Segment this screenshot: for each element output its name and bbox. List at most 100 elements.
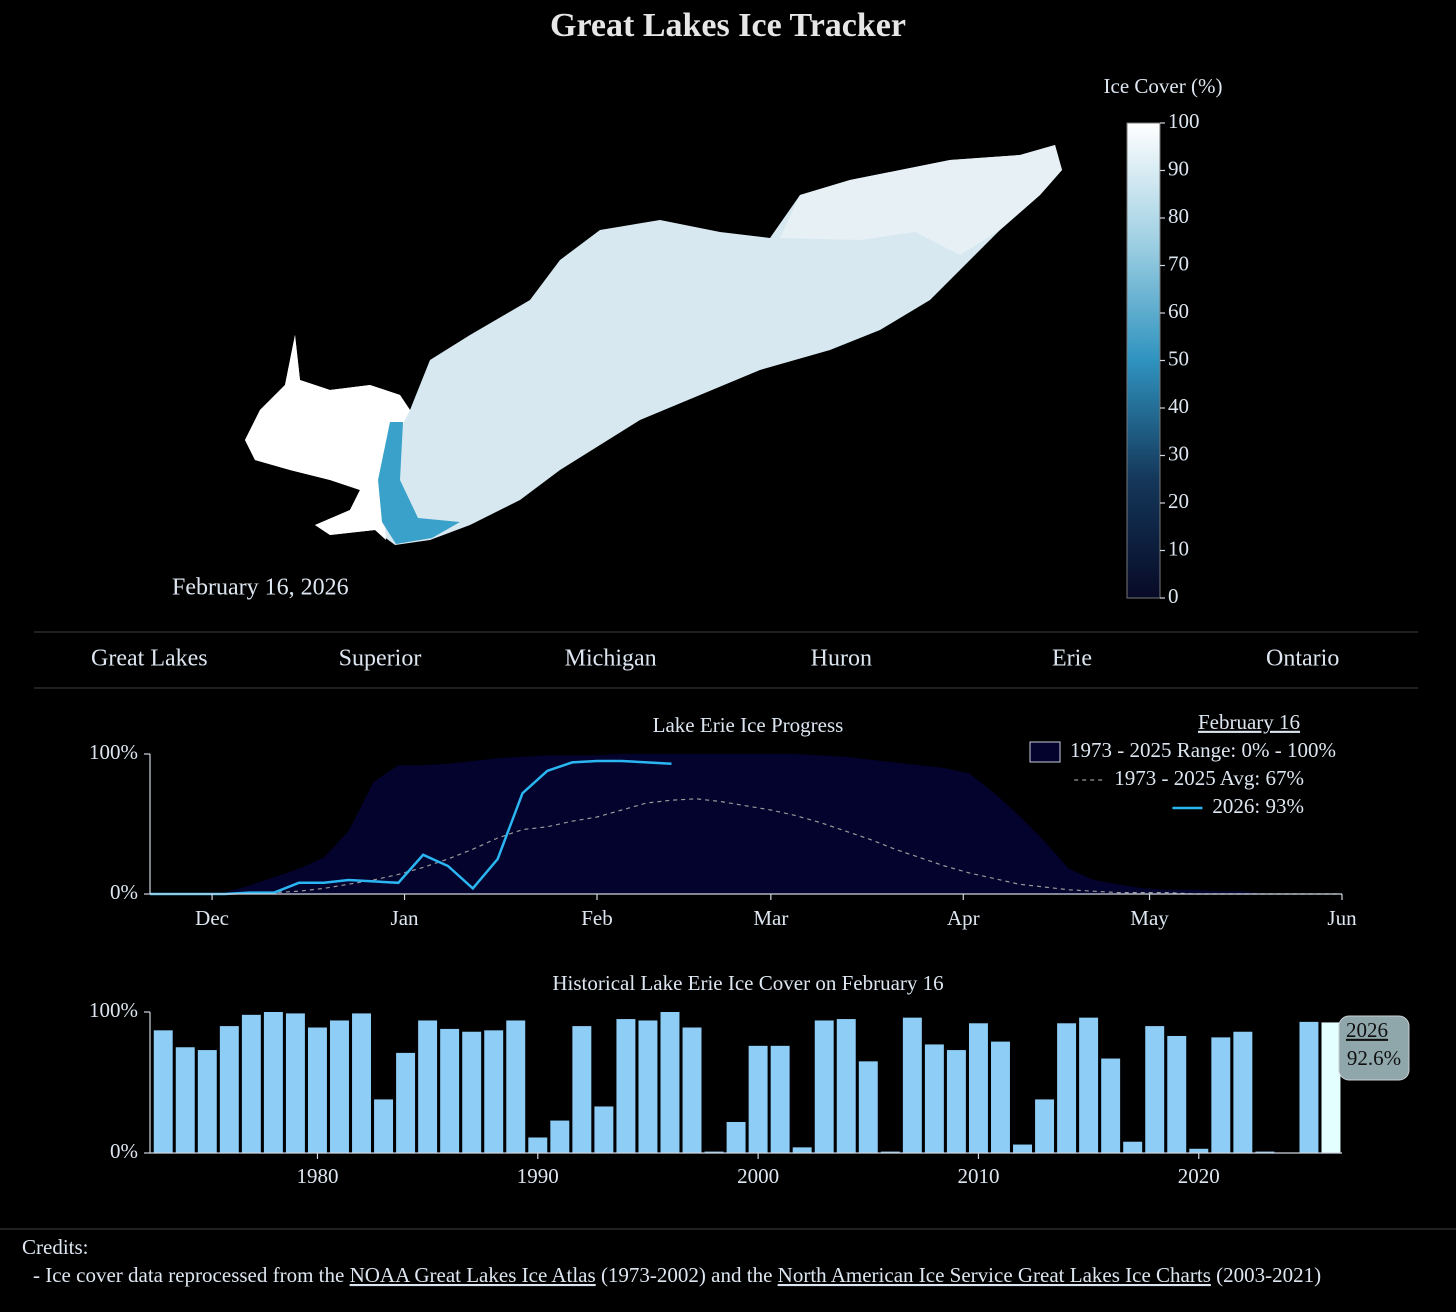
bar <box>814 1020 834 1153</box>
history-chart: Historical Lake Erie Ice Cover on Februa… <box>89 971 1410 1188</box>
colorbar-title: Ice Cover (%) <box>1104 74 1223 98</box>
x-tick-label: Dec <box>195 906 229 930</box>
y-tick-label: 100% <box>89 740 138 764</box>
bar <box>484 1030 504 1153</box>
chart-title: Historical Lake Erie Ice Cover on Februa… <box>552 971 943 995</box>
map-date: February 16, 2026 <box>172 575 349 601</box>
bar <box>1035 1099 1055 1153</box>
x-tick-label: 2020 <box>1178 1164 1220 1188</box>
legend-swatch <box>1029 741 1061 763</box>
bar <box>219 1026 239 1153</box>
bar <box>682 1027 702 1153</box>
lake-tab[interactable]: Erie <box>1052 646 1092 672</box>
bar <box>946 1050 966 1153</box>
bar <box>1167 1035 1187 1153</box>
bar <box>1189 1148 1209 1153</box>
credits-heading: Credits: <box>22 1235 89 1259</box>
bar <box>1299 1021 1319 1153</box>
y-tick-label: 100% <box>89 998 138 1022</box>
x-tick-label: Jun <box>1327 906 1357 930</box>
colorbar-tick-label: 40 <box>1168 394 1189 418</box>
bar <box>197 1050 217 1153</box>
average-line <box>150 798 1342 895</box>
credit-text: (2003-2021) <box>1211 1263 1321 1287</box>
bar <box>991 1041 1010 1153</box>
bar <box>704 1151 724 1153</box>
colorbar-tick-label: 90 <box>1168 156 1189 180</box>
bar <box>418 1020 438 1153</box>
bar <box>462 1031 482 1153</box>
bar <box>506 1020 526 1153</box>
y-tick-label: 0% <box>110 880 138 904</box>
lake-tab[interactable]: Michigan <box>565 646 657 672</box>
x-tick-label: Mar <box>753 906 788 930</box>
colorbar-tick-label: 80 <box>1168 204 1189 228</box>
bar <box>594 1106 614 1153</box>
bar <box>285 1013 305 1153</box>
bar <box>241 1014 261 1153</box>
bar <box>748 1045 768 1153</box>
season-line <box>150 759 672 896</box>
bar <box>616 1019 636 1153</box>
lake-tabs: Great Lakes Superior Michigan Huron Erie Onta… <box>91 646 1339 672</box>
credit-link[interactable]: North American Ice Service Great Lakes I… <box>778 1263 1211 1287</box>
credit-text: (1973-2002) and the <box>596 1263 778 1287</box>
bar <box>263 1012 283 1153</box>
bar <box>660 1012 680 1153</box>
bar <box>396 1052 416 1153</box>
x-tick-label: Jan <box>391 906 419 930</box>
bar <box>1321 1022 1341 1153</box>
colorbar-tick-label: 60 <box>1168 299 1189 323</box>
bar <box>792 1147 812 1153</box>
bar <box>880 1151 900 1153</box>
colorbar-tick-label: 10 <box>1168 536 1189 560</box>
bar <box>330 1020 349 1153</box>
y-tick-label: 0% <box>110 1139 138 1163</box>
bar <box>1233 1031 1253 1153</box>
page-title: Great Lakes Ice Tracker <box>550 7 906 44</box>
colorbar-tick-label: 0 <box>1168 584 1179 608</box>
bar <box>550 1120 570 1153</box>
value-label: 92.6% <box>1347 1046 1401 1070</box>
bar <box>1079 1017 1099 1153</box>
credit-link[interactable]: NOAA Great Lakes Ice Atlas <box>350 1263 596 1287</box>
label-year: 2026 <box>1346 1018 1388 1042</box>
bar <box>726 1121 746 1153</box>
lake-tab[interactable]: Ontario <box>1266 646 1339 672</box>
bar <box>175 1047 195 1153</box>
bar <box>968 1023 988 1153</box>
label-box <box>1338 1015 1410 1081</box>
bar <box>440 1028 460 1153</box>
bar <box>836 1019 856 1153</box>
bar <box>1211 1037 1231 1153</box>
x-tick-label: Apr <box>947 906 980 930</box>
lake-tab[interactable]: Great Lakes <box>91 646 208 672</box>
x-tick-label: Feb <box>581 906 613 930</box>
lake-tab[interactable]: Superior <box>339 646 422 672</box>
lake-tab[interactable]: Huron <box>811 646 872 672</box>
colorbar-tick-label: 70 <box>1168 251 1189 275</box>
bar <box>307 1027 327 1153</box>
colorbar-ticks: 0 10 20 30 40 50 60 70 80 90 100 <box>1160 109 1200 608</box>
credits-line: - Ice cover data reprocessed from the NO… <box>33 1263 1321 1287</box>
bar <box>352 1013 371 1153</box>
x-tick-label: 1990 <box>517 1164 559 1188</box>
lake-map <box>245 145 1062 545</box>
bar <box>1057 1023 1077 1153</box>
legend-label: 1973 - 2025 Avg: 67% <box>1114 766 1304 790</box>
bar <box>924 1044 944 1153</box>
legend-label: 1973 - 2025 Range: 0% - 100% <box>1070 738 1336 762</box>
chart-title: Lake Erie Ice Progress <box>653 713 844 737</box>
colorbar-tick-label: 100 <box>1168 109 1200 133</box>
range-area <box>150 754 1342 894</box>
bar <box>528 1137 548 1153</box>
bar <box>1013 1144 1032 1153</box>
bar <box>1123 1141 1143 1153</box>
bar <box>1101 1058 1121 1153</box>
bar <box>770 1045 790 1153</box>
bar <box>858 1061 878 1153</box>
x-tick-label: May <box>1130 906 1169 930</box>
bar <box>153 1030 173 1153</box>
